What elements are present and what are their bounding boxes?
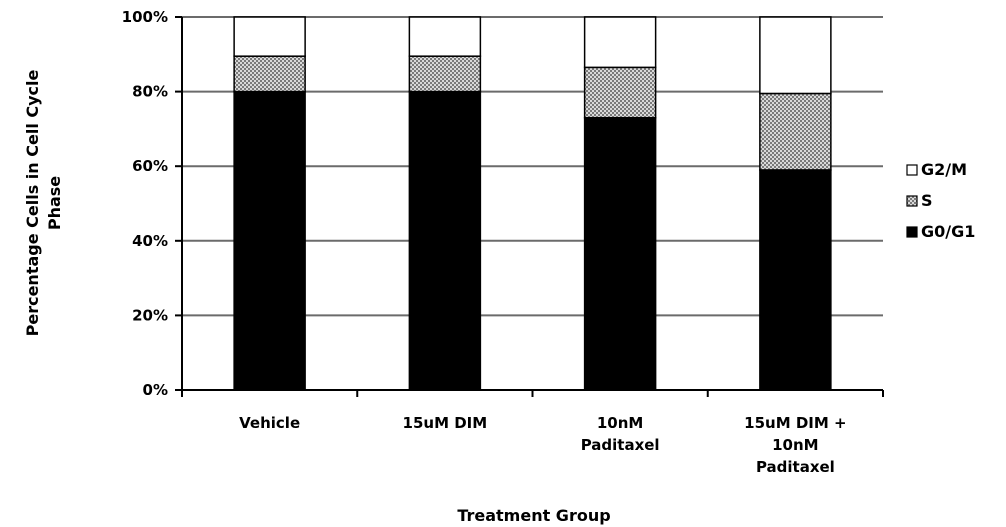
legend-label-s: S <box>921 191 933 210</box>
bar-g2-m-0 <box>233 16 306 57</box>
bar-g0-g1-2 <box>583 116 657 391</box>
legend-swatch-s <box>906 195 918 207</box>
bars <box>233 16 832 391</box>
y-tick-label-100: 100% <box>122 8 168 26</box>
legend-label-g2-m: G2/M <box>921 160 967 179</box>
bar-g0-g1-1 <box>408 90 482 391</box>
x-category-label-3: 15uM DIM +10nM Paditaxel <box>744 414 846 476</box>
bar-s-0 <box>233 55 306 93</box>
bar-s-2 <box>583 66 657 119</box>
bar-g2-m-2 <box>583 16 657 69</box>
x-category-label-0: Vehicle <box>239 414 300 432</box>
legend-swatch-g0-g1 <box>906 226 918 238</box>
x-category-label-1: 15uM DIM <box>403 414 488 432</box>
y-axis-title: Percentage Cells in Cell Cycle Phase <box>23 69 64 336</box>
y-tick-label-40: 40% <box>132 232 168 250</box>
x-axis-title: Treatment Group <box>457 506 610 525</box>
y-tick-label-0: 0% <box>143 381 168 399</box>
legend-swatch-g2-m <box>906 164 918 176</box>
bar-g0-g1-3 <box>759 169 832 391</box>
bar-s-1 <box>408 55 482 93</box>
bar-s-3 <box>759 92 832 171</box>
bar-g0-g1-0 <box>233 90 306 391</box>
y-tick-label-20: 20% <box>132 306 168 324</box>
y-tick-label-80: 80% <box>132 83 168 101</box>
axes <box>181 17 884 397</box>
y-tick-label-60: 60% <box>132 157 168 175</box>
bar-g2-m-3 <box>759 16 832 95</box>
y-tick-labels: 0% 20% 40% 60% 80% 100% <box>122 8 168 399</box>
bar-g2-m-1 <box>408 16 482 57</box>
x-category-label-2: 10nM Paditaxel <box>581 414 660 454</box>
legend-label-g0-g1: G0/G1 <box>921 222 975 241</box>
legend: G2/M S G0/G1 <box>906 160 975 241</box>
x-category-labels: Vehicle 15uM DIM 10nM Paditaxel 15uM DIM +10… <box>239 414 846 476</box>
